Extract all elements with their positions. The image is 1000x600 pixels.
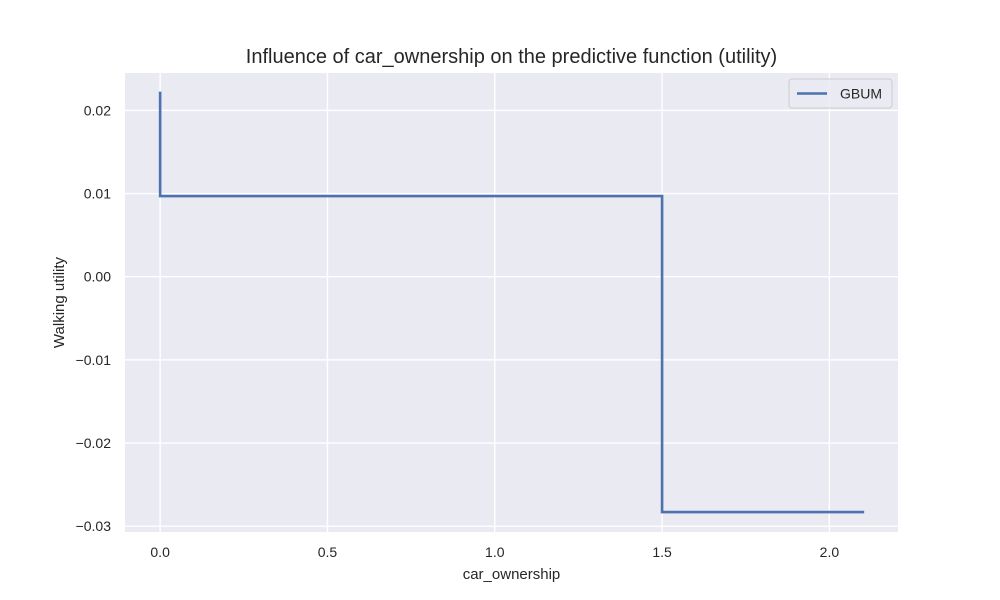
y-tick-label: 0.02: [84, 102, 111, 118]
y-axis-label: Walking utility: [51, 256, 68, 348]
plot-area: [125, 73, 898, 532]
tick-labels: 0.0 0.5 1.0 1.5 2.0 0.02 0.01 0.00 −0.01 −0.02 −0.…: [76, 102, 840, 560]
x-tick-label: 0.5: [318, 544, 338, 560]
grid-lines: [125, 73, 898, 532]
x-axis-label: car_ownership: [463, 566, 561, 583]
x-tick-label: 2.0: [820, 544, 840, 560]
y-tick-label: 0.00: [84, 269, 111, 285]
x-tick-label: 1.0: [485, 544, 505, 560]
y-tick-label: −0.02: [76, 435, 112, 451]
legend-label-gbum: GBUM: [840, 86, 882, 102]
y-tick-label: −0.03: [76, 518, 112, 534]
series-line-gbum: [158, 91, 865, 514]
legend: GBUM: [788, 78, 893, 109]
legend-box: [788, 78, 893, 109]
chart-title: Influence of car_ownership on the predic…: [246, 46, 777, 68]
x-tick-label: 1.5: [652, 544, 672, 560]
series-layer: [158, 91, 865, 514]
x-tick-label: 0.0: [150, 544, 170, 560]
y-tick-label: 0.01: [84, 186, 111, 202]
y-tick-label: −0.01: [76, 352, 112, 368]
